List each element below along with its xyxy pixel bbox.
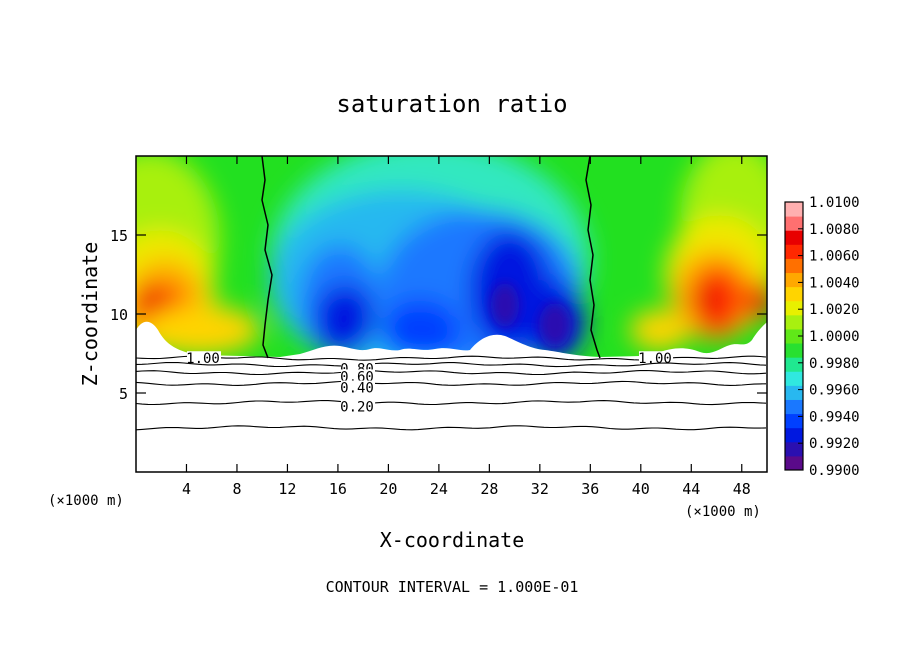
plot-area [136,156,767,472]
x-tick-label: 24 [430,480,448,498]
x-tick-label: 48 [733,480,751,498]
x-axis-unit: (×1000 m) [685,504,761,520]
colorbar-swatch [785,455,803,471]
colorbar-swatch [785,314,803,330]
colorbar-label: 1.0100 [809,195,860,211]
y-tick-label: 15 [110,227,128,245]
contour-line [135,399,767,406]
contour-label: 0.40 [340,381,374,397]
x-tick-label: 16 [329,480,347,498]
colorbar-swatch [785,413,803,429]
contour-line [135,380,767,386]
x-tick-label: 20 [379,480,397,498]
contour-line [135,369,767,376]
contour-line [135,361,767,368]
contour-label: 0.20 [340,399,374,415]
colorbar-swatch [785,272,803,288]
contour-line [135,425,767,431]
y-axis: 5 10 15 [110,227,767,403]
colorbar-swatch [785,328,803,344]
contour-interval-note: CONTOUR INTERVAL = 1.000E-01 [326,578,579,596]
colorbar-label: 0.9980 [809,356,860,372]
colorbar-swatch [785,244,803,259]
colorbar-label: 0.9900 [809,463,860,479]
colorbar-swatch [785,230,803,245]
colorbar-swatch [785,286,803,302]
saturation-boundary-right [585,156,601,359]
colorbar-swatch [785,216,803,231]
x-tick-label: 32 [531,480,549,498]
colorbar-label: 0.9960 [809,383,860,399]
y-axis-label: Z-coordinate [78,242,102,387]
x-tick-label: 36 [581,480,599,498]
x-tick-label: 4 [182,480,191,498]
colorbar-swatch [785,258,803,274]
contour-label: 1.00 [186,351,220,367]
colorbar-swatch [785,300,803,316]
x-axis: 4 8 12 16 20 24 28 32 36 40 44 48 [182,156,751,498]
x-axis-label: X-coordinate [380,528,525,552]
saturation-boundary-left [261,156,273,359]
colorbar-swatch [785,343,803,358]
x-tick-label: 8 [232,480,241,498]
x-tick-label: 28 [480,480,498,498]
colorbar-label: 1.0040 [809,275,860,291]
colorbar-swatch [785,202,803,217]
contour-lines: 1.001.000.800.600.400.20 [135,351,767,431]
colorbar-label: 1.0000 [809,329,860,345]
x-tick-label: 40 [632,480,650,498]
colorbar-swatch [785,441,803,457]
colorbar: 1.0100 1.0080 1.0060 1.0040 1.0020 1.0000 0.99… [784,195,860,479]
colorbar-swatch [785,371,803,386]
x-tick-label: 12 [278,480,296,498]
x-tick-label: 44 [682,480,700,498]
chart-title: saturation ratio [336,90,567,118]
colorbar-label: 1.0020 [809,302,860,318]
colorbar-label: 1.0080 [809,222,860,238]
colorbar-label: 0.9920 [809,436,860,452]
colorbar-swatch [785,427,803,443]
colorbar-swatch [785,357,803,372]
colorbar-swatch [785,385,803,400]
y-tick-label: 10 [110,306,128,324]
y-axis-unit: (×1000 m) [48,493,124,509]
colorbar-swatch [785,399,803,415]
colorbar-label: 1.0060 [809,249,860,265]
colorbar-label: 0.9940 [809,409,860,425]
y-tick-label: 5 [119,385,128,403]
